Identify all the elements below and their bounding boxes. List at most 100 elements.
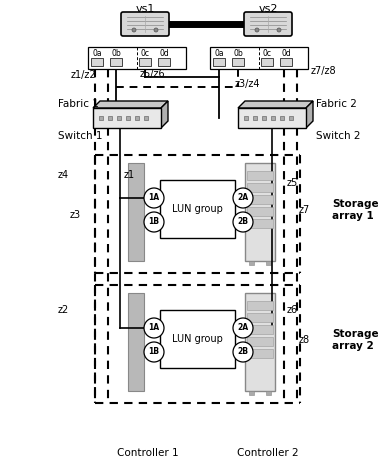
- Circle shape: [233, 318, 253, 338]
- Bar: [144, 116, 148, 120]
- Text: 1B: 1B: [149, 218, 160, 227]
- Bar: [126, 116, 130, 120]
- Text: 0c: 0c: [263, 49, 272, 58]
- Bar: [247, 207, 273, 216]
- Bar: [247, 349, 273, 358]
- Bar: [262, 116, 266, 120]
- Text: Switch 2: Switch 2: [316, 131, 361, 141]
- Text: Switch 1: Switch 1: [58, 131, 102, 141]
- Bar: [93, 108, 161, 128]
- Bar: [99, 116, 103, 120]
- Text: z4: z4: [58, 170, 69, 180]
- Bar: [244, 116, 248, 120]
- Bar: [247, 195, 273, 204]
- Bar: [160, 180, 235, 238]
- Bar: [261, 58, 273, 66]
- Circle shape: [255, 28, 259, 32]
- Text: LUN group: LUN group: [172, 334, 223, 344]
- Bar: [280, 116, 284, 120]
- Polygon shape: [93, 101, 168, 108]
- Text: z7/z8: z7/z8: [311, 66, 337, 76]
- Bar: [247, 337, 273, 346]
- Bar: [88, 47, 186, 69]
- Bar: [238, 108, 306, 128]
- Bar: [91, 58, 103, 66]
- Text: vs1: vs1: [135, 4, 155, 14]
- Bar: [158, 58, 170, 66]
- Text: 2B: 2B: [238, 348, 249, 357]
- Text: vs2: vs2: [258, 4, 278, 14]
- Bar: [247, 313, 273, 322]
- Bar: [249, 391, 254, 395]
- Circle shape: [144, 212, 164, 232]
- Circle shape: [132, 28, 136, 32]
- Bar: [289, 116, 293, 120]
- Text: 1A: 1A: [149, 193, 160, 203]
- Text: z3: z3: [70, 210, 81, 220]
- Bar: [160, 310, 235, 368]
- Circle shape: [233, 188, 253, 208]
- Bar: [247, 171, 273, 180]
- Text: Controller 1: Controller 1: [117, 448, 179, 458]
- Circle shape: [154, 28, 158, 32]
- Text: z7: z7: [299, 205, 310, 215]
- Bar: [108, 116, 112, 120]
- Bar: [280, 58, 292, 66]
- Bar: [247, 183, 273, 192]
- Bar: [271, 116, 275, 120]
- Circle shape: [144, 318, 164, 338]
- Text: 0d: 0d: [159, 49, 169, 58]
- Bar: [139, 58, 151, 66]
- Bar: [213, 58, 225, 66]
- Bar: [117, 116, 121, 120]
- Polygon shape: [306, 101, 313, 128]
- Text: z1/z2: z1/z2: [71, 70, 96, 80]
- Bar: [245, 293, 275, 391]
- Polygon shape: [161, 101, 168, 128]
- Bar: [135, 116, 139, 120]
- Text: 2B: 2B: [238, 218, 249, 227]
- Bar: [247, 301, 273, 310]
- Circle shape: [277, 28, 281, 32]
- Circle shape: [144, 188, 164, 208]
- Bar: [247, 219, 273, 228]
- Circle shape: [144, 342, 164, 362]
- Text: 0a: 0a: [214, 49, 224, 58]
- Text: 2A: 2A: [238, 193, 249, 203]
- Text: Storage
array 1: Storage array 1: [332, 199, 379, 221]
- Text: z1: z1: [124, 170, 135, 180]
- Text: z6: z6: [287, 305, 298, 315]
- Text: z3/z4: z3/z4: [235, 79, 261, 89]
- Text: Fabric 1: Fabric 1: [58, 99, 99, 109]
- Bar: [249, 261, 254, 265]
- Bar: [245, 163, 275, 261]
- FancyBboxPatch shape: [244, 12, 292, 36]
- Text: z5/z6: z5/z6: [140, 69, 166, 79]
- Polygon shape: [238, 101, 313, 108]
- FancyBboxPatch shape: [121, 12, 169, 36]
- Bar: [210, 47, 308, 69]
- Bar: [128, 163, 144, 261]
- Text: z5: z5: [287, 178, 298, 188]
- Text: 0a: 0a: [92, 49, 102, 58]
- Text: Fabric 2: Fabric 2: [316, 99, 357, 109]
- Bar: [247, 325, 273, 334]
- Bar: [266, 391, 271, 395]
- Bar: [232, 58, 244, 66]
- Text: z8: z8: [299, 335, 310, 345]
- Text: 0d: 0d: [281, 49, 291, 58]
- Text: 1B: 1B: [149, 348, 160, 357]
- Circle shape: [233, 342, 253, 362]
- Text: Controller 2: Controller 2: [237, 448, 299, 458]
- Text: z2: z2: [58, 305, 69, 315]
- Bar: [253, 116, 257, 120]
- Text: 0c: 0c: [140, 49, 149, 58]
- Bar: [110, 58, 122, 66]
- Text: 2A: 2A: [238, 323, 249, 332]
- Bar: [266, 261, 271, 265]
- Text: LUN group: LUN group: [172, 204, 223, 214]
- Bar: [128, 293, 144, 391]
- Circle shape: [233, 212, 253, 232]
- Text: 0b: 0b: [111, 49, 121, 58]
- Text: 0b: 0b: [233, 49, 243, 58]
